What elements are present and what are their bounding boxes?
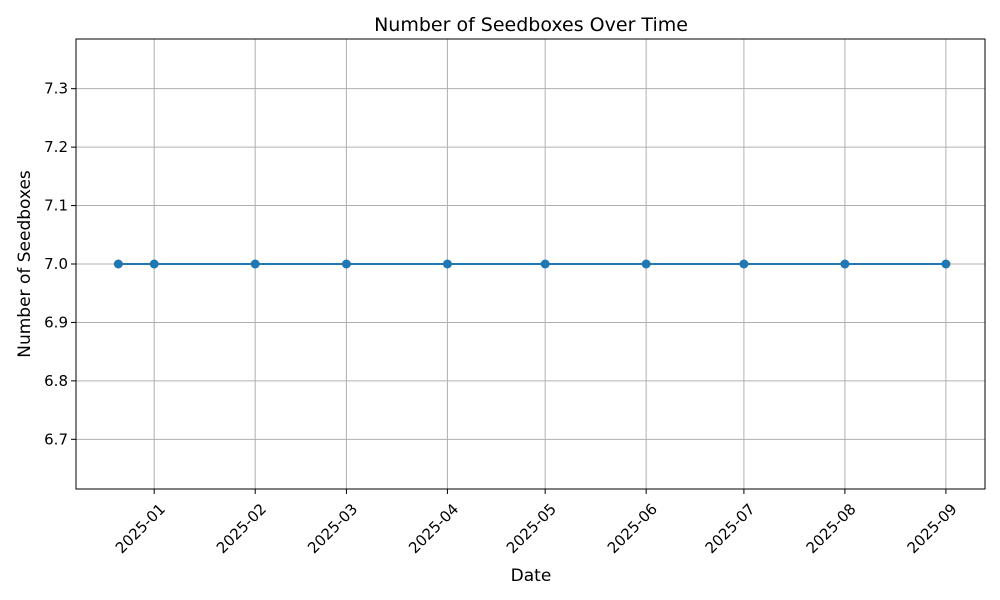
x-tick-label: 2025-04 <box>405 500 462 557</box>
x-tick-label: 2025-06 <box>604 500 661 557</box>
data-point <box>341 259 351 269</box>
plot-area-frame <box>75 38 986 490</box>
data-point <box>113 259 123 269</box>
x-tick-label: 2025-09 <box>904 500 961 557</box>
data-point <box>840 259 850 269</box>
x-tick-label: 2025-01 <box>112 500 169 557</box>
y-axis-label: Number of Seedboxes <box>15 170 35 358</box>
y-tick-label: 6.7 <box>44 430 68 448</box>
y-tick-label: 7.2 <box>44 138 68 156</box>
series <box>113 259 951 269</box>
data-point <box>641 259 651 269</box>
data-point <box>540 259 550 269</box>
x-axis-label: Date <box>511 566 552 586</box>
y-tick-label: 7.0 <box>44 255 68 273</box>
axis-ticks: 2025-01 2025-02 2025-03 2025-04 2025-05 2025-… <box>44 80 961 557</box>
y-tick-label: 6.9 <box>44 313 68 331</box>
x-tick-label: 2025-08 <box>803 500 860 557</box>
x-tick-label: 2025-03 <box>304 500 361 557</box>
y-tick-label: 7.3 <box>44 80 68 98</box>
data-point <box>739 259 749 269</box>
x-tick-label: 2025-07 <box>702 500 759 557</box>
x-tick-label: 2025-05 <box>503 500 560 557</box>
data-point <box>250 259 260 269</box>
y-tick-label: 6.8 <box>44 372 68 390</box>
data-point <box>149 259 159 269</box>
data-point <box>442 259 452 269</box>
y-tick-label: 7.1 <box>44 197 68 215</box>
x-tick-label: 2025-02 <box>213 500 270 557</box>
chart-title: Number of Seedboxes Over Time <box>374 14 688 36</box>
data-point <box>941 259 951 269</box>
